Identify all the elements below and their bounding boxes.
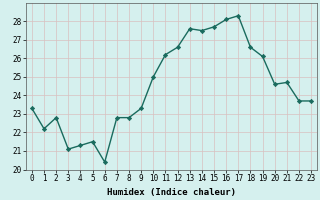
X-axis label: Humidex (Indice chaleur): Humidex (Indice chaleur) xyxy=(107,188,236,197)
